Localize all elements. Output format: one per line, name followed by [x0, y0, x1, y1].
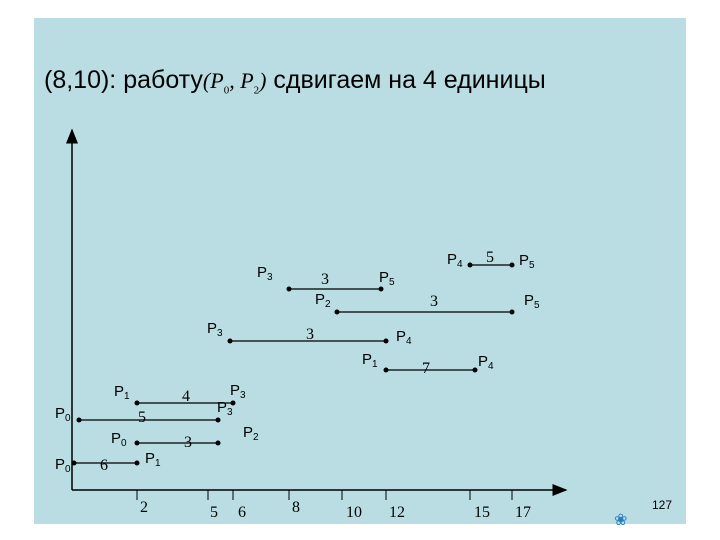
node-dot [134, 440, 140, 446]
page-number: 127 [652, 498, 673, 512]
x-tick-label: 17 [515, 504, 531, 521]
edge-weight: 7 [422, 360, 430, 377]
node-dot [134, 400, 140, 406]
node-dot [134, 460, 140, 466]
logo-icon: ❀ [614, 512, 628, 529]
node-label-p3: P3 [207, 320, 223, 339]
edge-weight: 3 [321, 271, 329, 288]
node-dot [215, 440, 221, 446]
node-dot [467, 262, 473, 268]
node-dot [215, 417, 221, 423]
x-tick-label: 6 [238, 504, 246, 521]
node-label-p4: P4 [478, 353, 494, 372]
node-label-p0: P0 [55, 456, 71, 475]
edge-weight: 5 [486, 249, 494, 266]
node-label-p1: P1 [114, 383, 130, 402]
node-label-p4: P4 [396, 328, 412, 347]
node-dot [378, 286, 384, 292]
node-label-p0: P0 [55, 405, 71, 424]
edge-weight: 5 [138, 409, 146, 426]
x-tick-label: 2 [140, 499, 148, 516]
node-label-p4: P4 [447, 251, 463, 270]
node-label-p2: P2 [315, 291, 331, 310]
node-label-p1: P1 [145, 450, 161, 469]
node-dot [286, 286, 292, 292]
edge-weight: 3 [430, 293, 438, 310]
title-band [34, 18, 686, 124]
node-label-p2: P2 [243, 424, 259, 443]
node-label-p0: P0 [111, 430, 127, 449]
node-label-p1: P1 [362, 351, 378, 370]
node-dot [71, 460, 77, 466]
x-tick-label: 12 [389, 504, 405, 521]
node-dot [230, 400, 236, 406]
node-label-p3: P3 [257, 264, 273, 283]
node-dot [383, 338, 389, 344]
edge-weight: 3 [184, 434, 192, 451]
x-tick-label: 8 [292, 499, 300, 516]
x-tick-label: 5 [210, 504, 218, 521]
x-axis-ticks: 2 5 6 8 10 12 15 17 [136, 490, 531, 521]
node-label-p5: P5 [519, 252, 535, 271]
node-dot [227, 338, 233, 344]
slide-title: (8,10): работу(P0, P2) сдвигаем на 4 еди… [44, 66, 546, 96]
edge-weight: 6 [100, 457, 108, 474]
title-suffix: сдвигаем на 4 единицы [266, 66, 546, 94]
title-prefix: (8,10): работу [44, 66, 203, 94]
node-label-p3: P3 [230, 382, 246, 401]
node-dot [334, 309, 340, 315]
edge-weight: 3 [306, 326, 314, 343]
node-dot [76, 417, 82, 423]
node-label-p3: P3 [217, 399, 233, 418]
title-math: (P0, P2) [202, 68, 267, 97]
node-dot [472, 367, 478, 373]
x-tick-label: 15 [474, 504, 490, 521]
node-dot [509, 309, 515, 315]
x-tick-label: 10 [346, 504, 362, 521]
node-label-p5: P5 [379, 269, 395, 288]
node-dot [509, 262, 515, 268]
node-label-p5: P5 [524, 292, 540, 311]
node-dot [383, 367, 389, 373]
edge-weight: 4 [182, 388, 190, 405]
